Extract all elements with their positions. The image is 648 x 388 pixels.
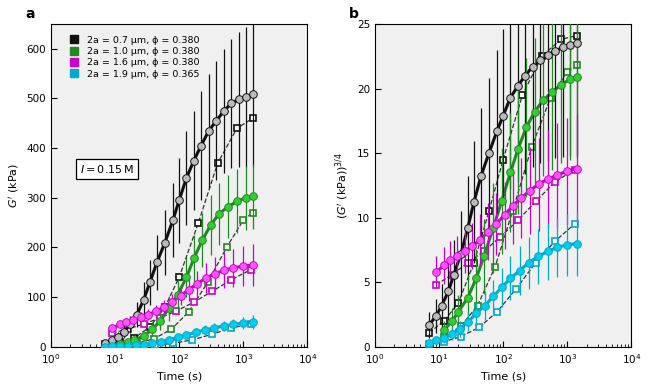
X-axis label: Time (s): Time (s): [157, 371, 202, 381]
X-axis label: Time (s): Time (s): [481, 371, 526, 381]
Y-axis label: $G'$ (kPa): $G'$ (kPa): [7, 163, 21, 208]
Text: a: a: [25, 7, 35, 21]
Text: b: b: [349, 7, 359, 21]
Text: $I = 0.15\,\mathrm{M}$: $I = 0.15\,\mathrm{M}$: [80, 163, 134, 175]
Legend: 2a = 0.7 μm, ϕ = 0.380, 2a = 1.0 μm, ϕ = 0.380, 2a = 1.6 μm, ϕ = 0.380, 2a = 1.9: 2a = 0.7 μm, ϕ = 0.380, 2a = 1.0 μm, ϕ =…: [61, 32, 203, 83]
Y-axis label: $(G'\ \mathrm{(kPa)})^{3/4}$: $(G'\ \mathrm{(kPa)})^{3/4}$: [334, 152, 351, 219]
